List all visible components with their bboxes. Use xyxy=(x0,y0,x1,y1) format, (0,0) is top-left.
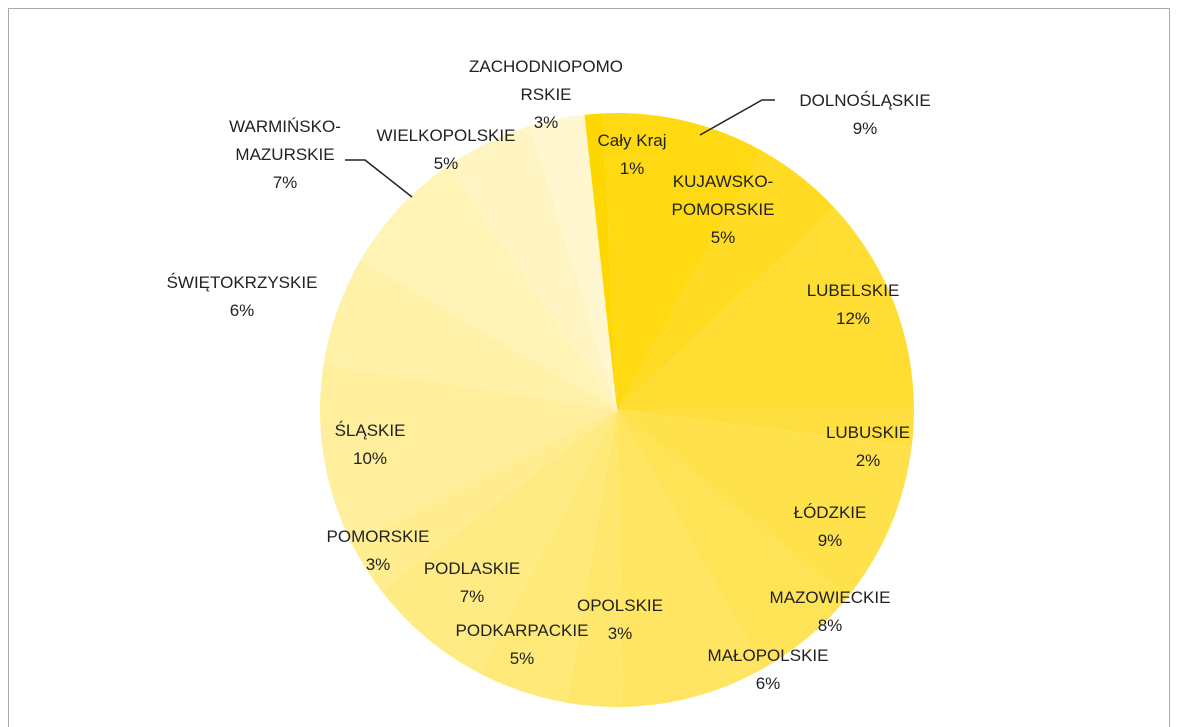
data-label: LUBELSKIE 12% xyxy=(793,277,913,333)
data-label: ŁÓDZKIE 9% xyxy=(770,499,890,555)
pie-slice xyxy=(323,260,617,410)
pie-slice xyxy=(617,410,764,707)
category-label: LUBELSKIE xyxy=(806,281,900,300)
value-label: 6% xyxy=(755,674,781,693)
data-label: DOLNOŚLĄSKIE 9% xyxy=(785,87,945,143)
category-label: Cały Kraj xyxy=(597,131,667,150)
value-label: 3% xyxy=(533,113,559,132)
leader-line xyxy=(699,99,775,136)
value-label: 8% xyxy=(817,616,843,635)
data-label: ZACHODNIOPOMORSKIE 3% xyxy=(469,53,624,137)
data-label: WIELKOPOLSKIE 5% xyxy=(361,122,531,178)
value-label: 9% xyxy=(817,531,843,550)
data-label: PODKARPACKIE 5% xyxy=(442,617,602,673)
category-label: POMORSKIE xyxy=(326,527,430,546)
category-label: DOLNOŚLĄSKIE xyxy=(799,91,931,110)
value-label: 2% xyxy=(855,451,881,470)
pie-slice xyxy=(530,114,617,410)
leader-line xyxy=(345,159,413,198)
value-label: 5% xyxy=(509,649,535,668)
pie-slice xyxy=(447,125,617,410)
pie-slice xyxy=(381,410,617,674)
category-label: ŚLĄSKIE xyxy=(334,421,406,440)
category-label: LUBUSKIE xyxy=(825,423,911,442)
data-label: Cały Kraj 1% xyxy=(577,127,687,183)
pie-slice xyxy=(566,410,622,707)
data-label: LUBUSKIE 2% xyxy=(808,419,928,475)
category-label: WIELKOPOLSKIE xyxy=(376,126,516,145)
category-label: ŚWIĘTOKRZYSKIE xyxy=(166,273,318,292)
pie-slice xyxy=(584,113,617,410)
data-label: WARMIŃSKO-MAZURSKIE 7% xyxy=(210,113,360,197)
value-label: 5% xyxy=(433,154,459,173)
chart-border xyxy=(8,8,1170,727)
data-label: POMORSKIE 3% xyxy=(313,523,443,579)
category-label: ŁÓDZKIE xyxy=(793,503,867,522)
data-label: MAZOWIECKIE 8% xyxy=(755,584,905,640)
value-label: 1% xyxy=(619,159,645,178)
data-label: ŚLĄSKIE 10% xyxy=(315,417,425,473)
value-label: 9% xyxy=(852,119,878,138)
category-label: KUJAWSKO-POMORSKIE xyxy=(671,172,775,219)
value-label: 3% xyxy=(365,555,391,574)
pie-slice xyxy=(360,166,617,410)
pie-slice xyxy=(479,410,617,703)
pie-slice xyxy=(617,208,914,410)
category-label: MAZOWIECKIE xyxy=(769,588,891,607)
category-label: WARMIŃSKO-MAZURSKIE xyxy=(229,117,341,164)
data-label: MAŁOPOLSKIE 6% xyxy=(693,642,843,698)
value-label: 5% xyxy=(710,228,736,247)
data-label: ŚWIĘTOKRZYSKIE 6% xyxy=(147,269,337,325)
category-label: PODLASKIE xyxy=(423,559,521,578)
value-label: 7% xyxy=(459,587,485,606)
value-label: 3% xyxy=(607,624,633,643)
category-label: OPOLSKIE xyxy=(577,596,663,615)
value-label: 12% xyxy=(835,309,871,328)
pie-slice xyxy=(602,113,763,410)
pie-slice xyxy=(351,410,617,591)
data-label: OPOLSKIE 3% xyxy=(560,592,680,648)
pie-slice xyxy=(319,364,617,544)
category-label: MAŁOPOLSKIE xyxy=(707,646,829,665)
pie-slice xyxy=(617,410,912,598)
value-label: 6% xyxy=(229,301,255,320)
value-label: 10% xyxy=(352,449,388,468)
value-label: 7% xyxy=(272,173,298,192)
category-label: PODKARPACKIE xyxy=(455,621,589,640)
data-label: PODLASKIE 7% xyxy=(412,555,532,611)
category-label: ZACHODNIOPOMORSKIE xyxy=(469,57,623,104)
pie-slice xyxy=(617,410,848,669)
pie-slice xyxy=(617,151,835,410)
data-label: KUJAWSKO-POMORSKIE 5% xyxy=(658,168,788,252)
pie-slice xyxy=(617,409,914,447)
